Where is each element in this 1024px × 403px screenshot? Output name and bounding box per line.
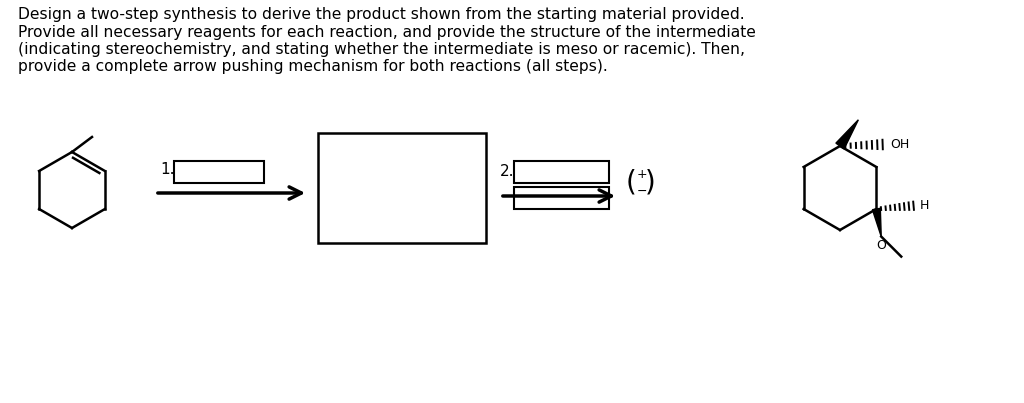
Text: ): ) [645, 169, 655, 197]
Text: OH: OH [890, 138, 909, 151]
Bar [514, 161, 609, 183]
Bar [514, 187, 609, 209]
Text: 2.: 2. [500, 164, 514, 179]
Text: provide a complete arrow pushing mechanism for both reactions (all steps).: provide a complete arrow pushing mechani… [18, 60, 608, 75]
Bar [174, 161, 264, 183]
Text: O: O [877, 239, 886, 251]
Text: +: + [637, 168, 647, 181]
Text: (: ( [626, 169, 637, 197]
Bar [318, 133, 486, 243]
Text: Provide all necessary reagents for each reaction, and provide the structure of t: Provide all necessary reagents for each … [18, 25, 756, 39]
Polygon shape [872, 208, 882, 237]
Text: (indicating stereochemistry, and stating whether the intermediate is meso or rac: (indicating stereochemistry, and stating… [18, 42, 745, 57]
Polygon shape [836, 120, 858, 149]
Text: 1.: 1. [160, 162, 174, 177]
Text: −: − [637, 185, 647, 197]
Text: H: H [921, 199, 930, 212]
Text: Design a two-step synthesis to derive the product shown from the starting materi: Design a two-step synthesis to derive th… [18, 7, 744, 22]
